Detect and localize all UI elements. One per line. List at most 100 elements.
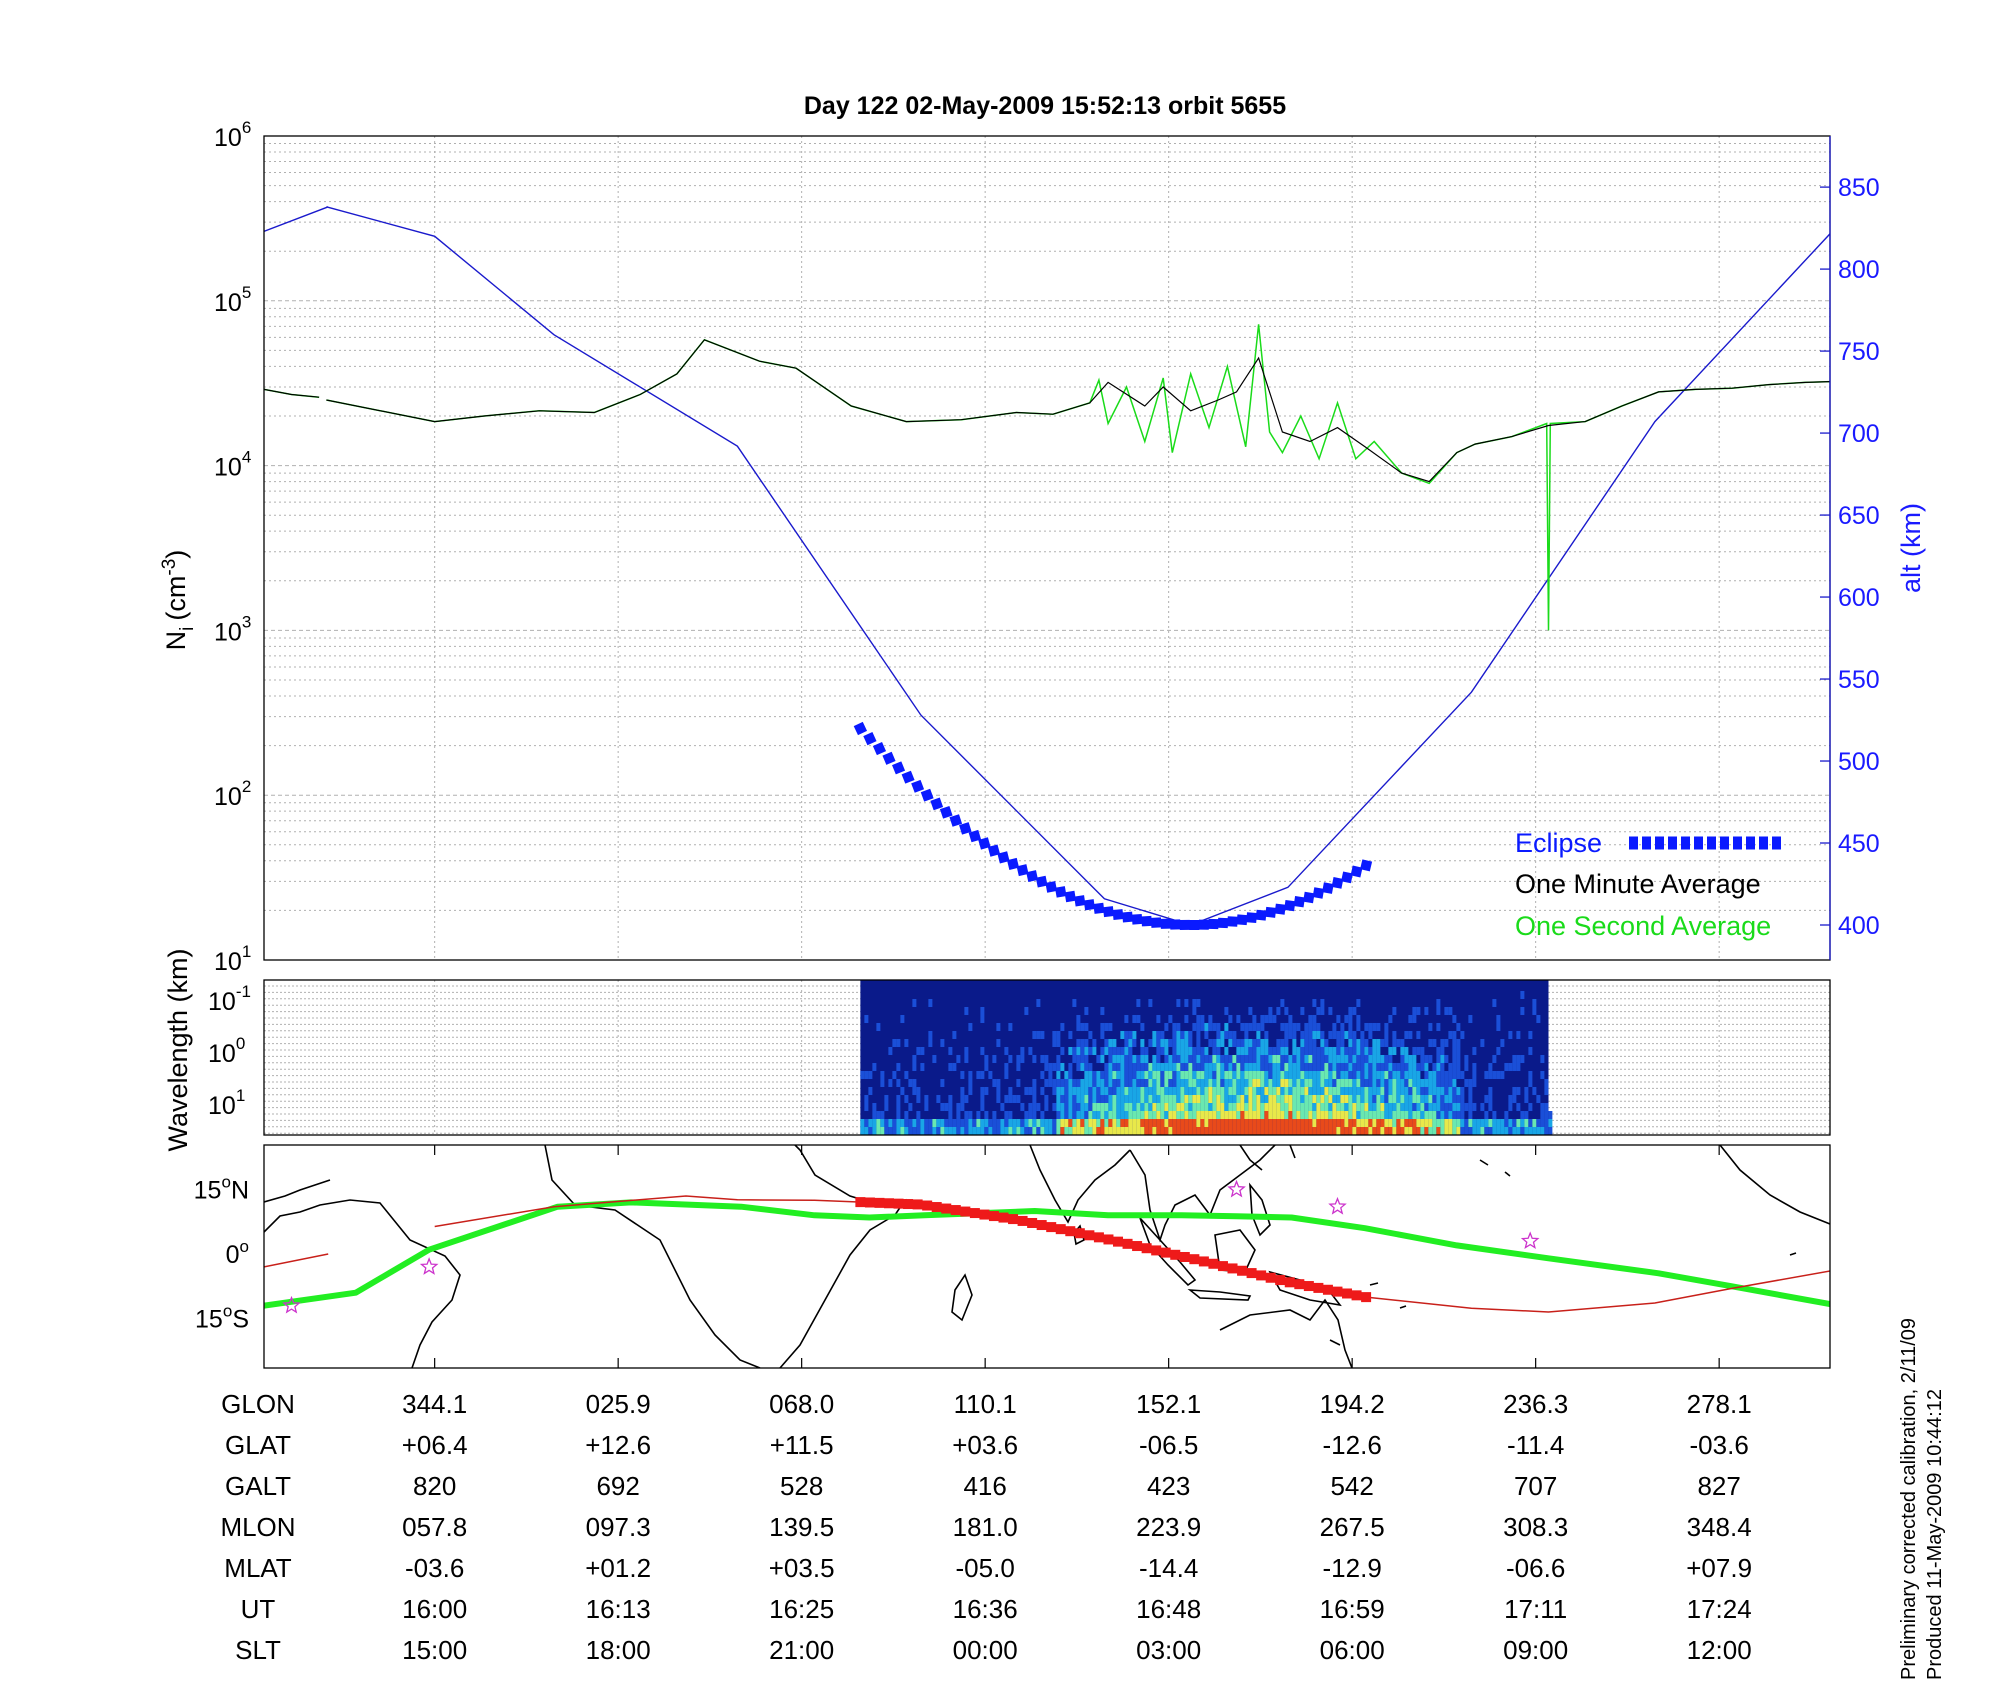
spectrogram-cell — [1368, 1095, 1373, 1103]
spectrogram-cell — [1284, 1111, 1289, 1119]
spectrogram-cell — [1308, 1015, 1313, 1023]
spectrogram-cell — [880, 1111, 885, 1119]
spectrogram-cell — [1148, 1119, 1153, 1127]
spectrogram-cell — [1032, 1055, 1037, 1063]
spectrogram-cell — [1360, 1119, 1365, 1127]
spectrogram-cell — [872, 1111, 877, 1119]
spectrogram-cell — [1412, 1055, 1417, 1063]
spectrogram-cell — [1540, 1071, 1545, 1079]
spectrogram-cell — [1132, 1015, 1137, 1023]
spectrogram-cell — [1380, 1079, 1385, 1087]
spectrogram-cell — [948, 1111, 953, 1119]
spectrogram-cell — [1300, 1055, 1305, 1063]
spectrogram-cell — [1124, 1087, 1129, 1095]
spectrogram-cell — [1436, 1055, 1441, 1063]
spectrogram-cell — [1412, 1095, 1417, 1103]
spectrogram-cell — [1404, 1127, 1409, 1135]
spectrogram-cell — [1400, 1087, 1405, 1095]
spectrogram-cell — [1244, 1071, 1249, 1079]
spectrogram-cell — [1424, 1079, 1429, 1087]
spectrogram-cell — [1132, 1103, 1137, 1111]
spectrogram-cell — [1364, 1047, 1369, 1055]
spectrogram-cell — [1140, 1055, 1145, 1063]
spectrogram-cell — [1368, 1055, 1373, 1063]
spectrogram-cell — [1020, 1047, 1025, 1055]
table-cell: -12.6 — [1323, 1430, 1382, 1460]
table-cell: 09:00 — [1503, 1635, 1568, 1665]
spectrogram-cell — [1312, 1111, 1317, 1119]
spectrogram-cell — [1144, 1111, 1149, 1119]
spectrogram-cell — [1368, 1023, 1373, 1031]
spectrogram-cell — [928, 1119, 933, 1127]
spectrogram-cell — [1080, 1023, 1085, 1031]
spectrogram-cell — [1108, 1039, 1113, 1047]
eclipse-track-marker — [1342, 1288, 1353, 1299]
spectrogram-cell — [1436, 1047, 1441, 1055]
eclipse-marker — [1360, 859, 1373, 872]
eclipse-track-marker — [1055, 1224, 1066, 1235]
spectrogram-cell — [1240, 1103, 1245, 1111]
spectrogram-cell — [1328, 1007, 1333, 1015]
spectrogram-cell — [1176, 1023, 1181, 1031]
spectrogram-cell — [1132, 1087, 1137, 1095]
spectrogram-cell — [1296, 1095, 1301, 1103]
spectrogram-cell — [1212, 1047, 1217, 1055]
spectrogram-cell — [1308, 1095, 1313, 1103]
eclipse-marker — [1274, 903, 1286, 915]
one-second-series — [264, 324, 1830, 631]
spectrogram-cell — [1200, 1047, 1205, 1055]
spectrogram-cell — [1484, 1127, 1489, 1135]
spectrogram-cell — [1456, 1127, 1461, 1135]
spectrogram-cell — [1352, 1047, 1357, 1055]
spectrogram-cell — [1016, 1063, 1021, 1071]
spectrogram-cell — [1104, 1047, 1109, 1055]
spectrogram-cell — [1196, 1127, 1201, 1135]
spectrogram-cell — [1452, 1055, 1457, 1063]
spectrogram-cell — [1292, 1079, 1297, 1087]
spectrogram-cell — [1428, 1071, 1433, 1079]
spectrogram-cell — [948, 1127, 953, 1135]
spectrogram-cell — [872, 1119, 877, 1127]
spectrogram-cell — [1380, 1063, 1385, 1071]
spectrogram-cell — [1112, 1111, 1117, 1119]
spectrogram-cell — [1540, 1111, 1545, 1119]
spectrogram-cell — [1532, 999, 1537, 1007]
spectrogram-cell — [1260, 1127, 1265, 1135]
spectrogram-cell — [1188, 1039, 1193, 1047]
spectrogram-cell — [928, 1039, 933, 1047]
spectrogram-cell — [1380, 1039, 1385, 1047]
spectrogram-cell — [1200, 1095, 1205, 1103]
spectrogram-cell — [1100, 1023, 1105, 1031]
spectrogram-cell — [1188, 1063, 1193, 1071]
spectrogram-cell — [1376, 1087, 1381, 1095]
spectrogram-cell — [1240, 1119, 1245, 1127]
spectrogram-cell — [1164, 1119, 1169, 1127]
spectrogram-cell — [1096, 1071, 1101, 1079]
spectrogram-cell — [1340, 1127, 1345, 1135]
star-marker — [282, 1295, 301, 1314]
spectrogram-cell — [1056, 1063, 1061, 1071]
spectrogram-cell — [1316, 1095, 1321, 1103]
spectrogram-cell — [916, 1087, 921, 1095]
spectrogram-cell — [1360, 1103, 1365, 1111]
spectrogram-cell — [1296, 1127, 1301, 1135]
spectrogram-cell — [1140, 1103, 1145, 1111]
spectrogram-cell — [1068, 1079, 1073, 1087]
spectrogram-cell — [1224, 1103, 1229, 1111]
spectrogram-cell — [1356, 1079, 1361, 1087]
spectrogram-cell — [1280, 1071, 1285, 1079]
eclipse-track-marker — [1170, 1249, 1181, 1260]
spectrogram-cell — [1492, 1111, 1497, 1119]
spectrogram-cell — [1320, 1119, 1325, 1127]
spectrogram-cell — [1284, 1047, 1289, 1055]
legend-one-minute-label: One Minute Average — [1515, 869, 1761, 899]
spectrogram-cell — [984, 1063, 989, 1071]
spectrogram-cell — [1192, 1119, 1197, 1127]
spectrogram-cell — [1044, 1127, 1049, 1135]
spectrogram-cell — [1312, 1047, 1317, 1055]
spectrogram-cell — [980, 1095, 985, 1103]
spectrogram-cell — [928, 1127, 933, 1135]
spectrogram-cell — [1240, 1087, 1245, 1095]
spectrogram-cell — [1076, 1063, 1081, 1071]
spectrogram-cell — [1228, 1119, 1233, 1127]
